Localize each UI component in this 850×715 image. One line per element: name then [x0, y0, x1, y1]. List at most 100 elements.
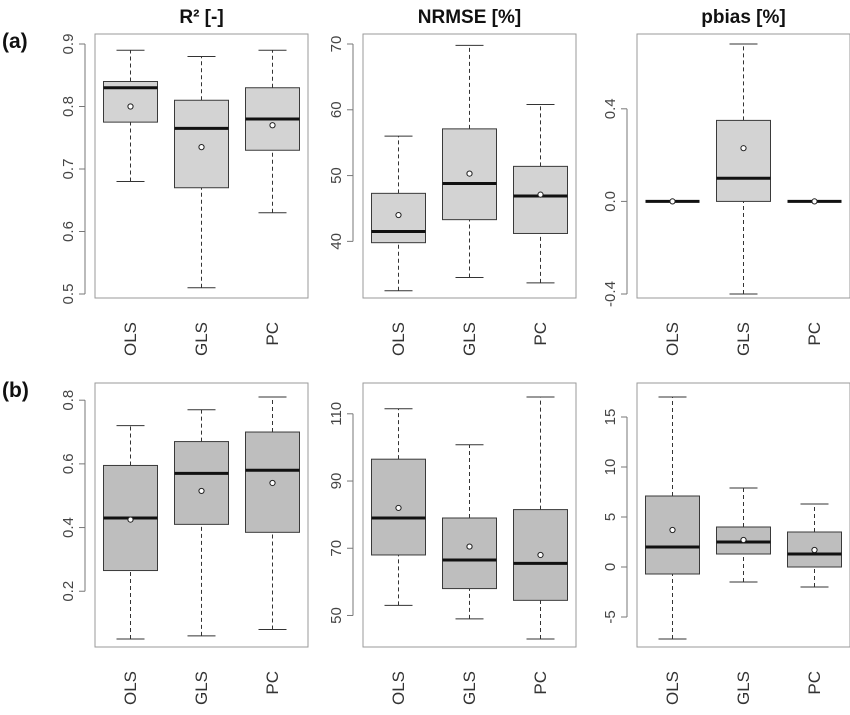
- mean-marker: [395, 504, 402, 512]
- y-tick-label: 15: [602, 409, 619, 426]
- category-label-ols: OLS: [389, 322, 408, 356]
- plot-frame: [636, 33, 850, 299]
- iqr-box: [442, 517, 497, 590]
- box-gls: [442, 44, 497, 279]
- y-tick-label: 0.5: [60, 284, 77, 305]
- y-tick-label: 0: [602, 563, 619, 571]
- iqr-box: [174, 441, 229, 525]
- category-label-gls: GLS: [734, 671, 753, 705]
- y-tick-label: 0.8: [60, 390, 77, 411]
- box-pc: [513, 104, 568, 284]
- panel-r2c1: 0.2 0.4 0.6 0.8 OLS GLS PC: [60, 382, 309, 705]
- box-pc: [787, 503, 842, 588]
- mean-marker: [740, 145, 747, 152]
- category-label-pc: PC: [805, 671, 824, 695]
- mean-marker: [669, 198, 676, 205]
- box-gls: [174, 56, 229, 289]
- plot-frame: [362, 33, 577, 299]
- box-gls: [716, 487, 771, 583]
- box-ols: [371, 135, 426, 292]
- mean-marker: [740, 536, 747, 544]
- box-ols: [103, 49, 158, 182]
- box-pc: [245, 49, 300, 214]
- category-label-ols: OLS: [663, 671, 682, 705]
- category-label-ols: OLS: [121, 671, 140, 705]
- category-label-pc: PC: [531, 322, 550, 346]
- y-tick-label: 0.6: [60, 221, 77, 242]
- panel-title-1: R² [-]: [179, 7, 223, 28]
- y-tick-label: 40: [328, 233, 345, 250]
- y-tick-label: -5: [602, 610, 619, 623]
- y-tick-label: 0.6: [60, 453, 77, 474]
- y-tick-label: 70: [328, 540, 345, 557]
- panel-r1c3: -0.4 0.0 0.4 OLS GLS PC: [602, 33, 850, 356]
- column-titles: R² [-] NRMSE [%] pbias [%]: [179, 7, 785, 28]
- iqr-box: [645, 495, 700, 575]
- plot-frame: [636, 382, 850, 648]
- panel-title-2: NRMSE [%]: [418, 7, 521, 28]
- box-pc: [245, 396, 300, 630]
- mean-marker: [198, 144, 205, 151]
- row-label-b: (b): [2, 379, 29, 402]
- mean-marker: [198, 487, 205, 495]
- y-tick-label: 10: [602, 459, 619, 476]
- mean-marker: [269, 479, 276, 487]
- mean-marker: [466, 170, 473, 177]
- mean-marker: [537, 551, 544, 559]
- iqr-box: [174, 99, 229, 189]
- y-tick-label: 0.4: [602, 98, 619, 119]
- plot-frame: [94, 33, 309, 299]
- y-tick-label: 0.8: [60, 96, 77, 117]
- y-tick-label: 0.0: [602, 191, 619, 212]
- mean-marker: [537, 191, 544, 198]
- category-label-gls: GLS: [460, 322, 479, 356]
- box-pc: [513, 396, 568, 640]
- y-tick-label: 50: [328, 167, 345, 184]
- y-tick-label: -0.4: [602, 281, 619, 307]
- box-ols: [371, 408, 426, 606]
- category-label-gls: GLS: [460, 671, 479, 705]
- y-tick-label: 0.4: [60, 517, 77, 538]
- category-label-ols: OLS: [121, 322, 140, 356]
- category-label-ols: OLS: [663, 322, 682, 356]
- category-label-pc: PC: [263, 322, 282, 346]
- box-ols: [645, 198, 700, 205]
- row-labels: (a) (b): [2, 30, 29, 402]
- box-gls: [442, 444, 497, 620]
- panel-r2c2: 50 70 90 110 OLS GLS PC: [328, 382, 577, 705]
- iqr-box: [716, 119, 771, 202]
- category-label-gls: GLS: [734, 322, 753, 356]
- mean-marker: [127, 103, 134, 110]
- y-tick-label: 50: [328, 607, 345, 624]
- y-tick-label: 0.9: [60, 34, 77, 55]
- box-pc: [787, 198, 842, 205]
- category-label-pc: PC: [531, 671, 550, 695]
- mean-marker: [269, 122, 276, 129]
- y-tick-label: 60: [328, 101, 345, 118]
- mean-marker: [127, 516, 134, 523]
- iqr-box: [513, 165, 568, 234]
- box-ols: [103, 425, 158, 640]
- box-gls: [716, 43, 771, 295]
- category-label-ols: OLS: [389, 671, 408, 705]
- box-gls: [174, 409, 229, 637]
- panel-title-3: pbias [%]: [701, 7, 785, 28]
- y-tick-label: 0.7: [60, 159, 77, 180]
- category-label-gls: GLS: [192, 322, 211, 356]
- mean-marker: [811, 546, 818, 554]
- mean-marker: [669, 526, 676, 534]
- y-tick-label: 110: [328, 402, 345, 426]
- y-tick-label: 90: [328, 473, 345, 490]
- panel-r1c2: 40 50 60 70 OLS GLS PC: [328, 33, 577, 356]
- y-tick-label: 5: [602, 513, 619, 521]
- mean-marker: [395, 211, 402, 219]
- row-label-a: (a): [2, 30, 28, 53]
- panel-r1c1: 0.5 0.6 0.7 0.8 0.9 OLS GLS PC: [60, 33, 309, 356]
- category-label-gls: GLS: [192, 671, 211, 705]
- y-tick-label: 0.2: [60, 581, 77, 602]
- plot-frame: [94, 382, 309, 648]
- plot-frame: [362, 382, 577, 648]
- box-ols: [645, 396, 700, 640]
